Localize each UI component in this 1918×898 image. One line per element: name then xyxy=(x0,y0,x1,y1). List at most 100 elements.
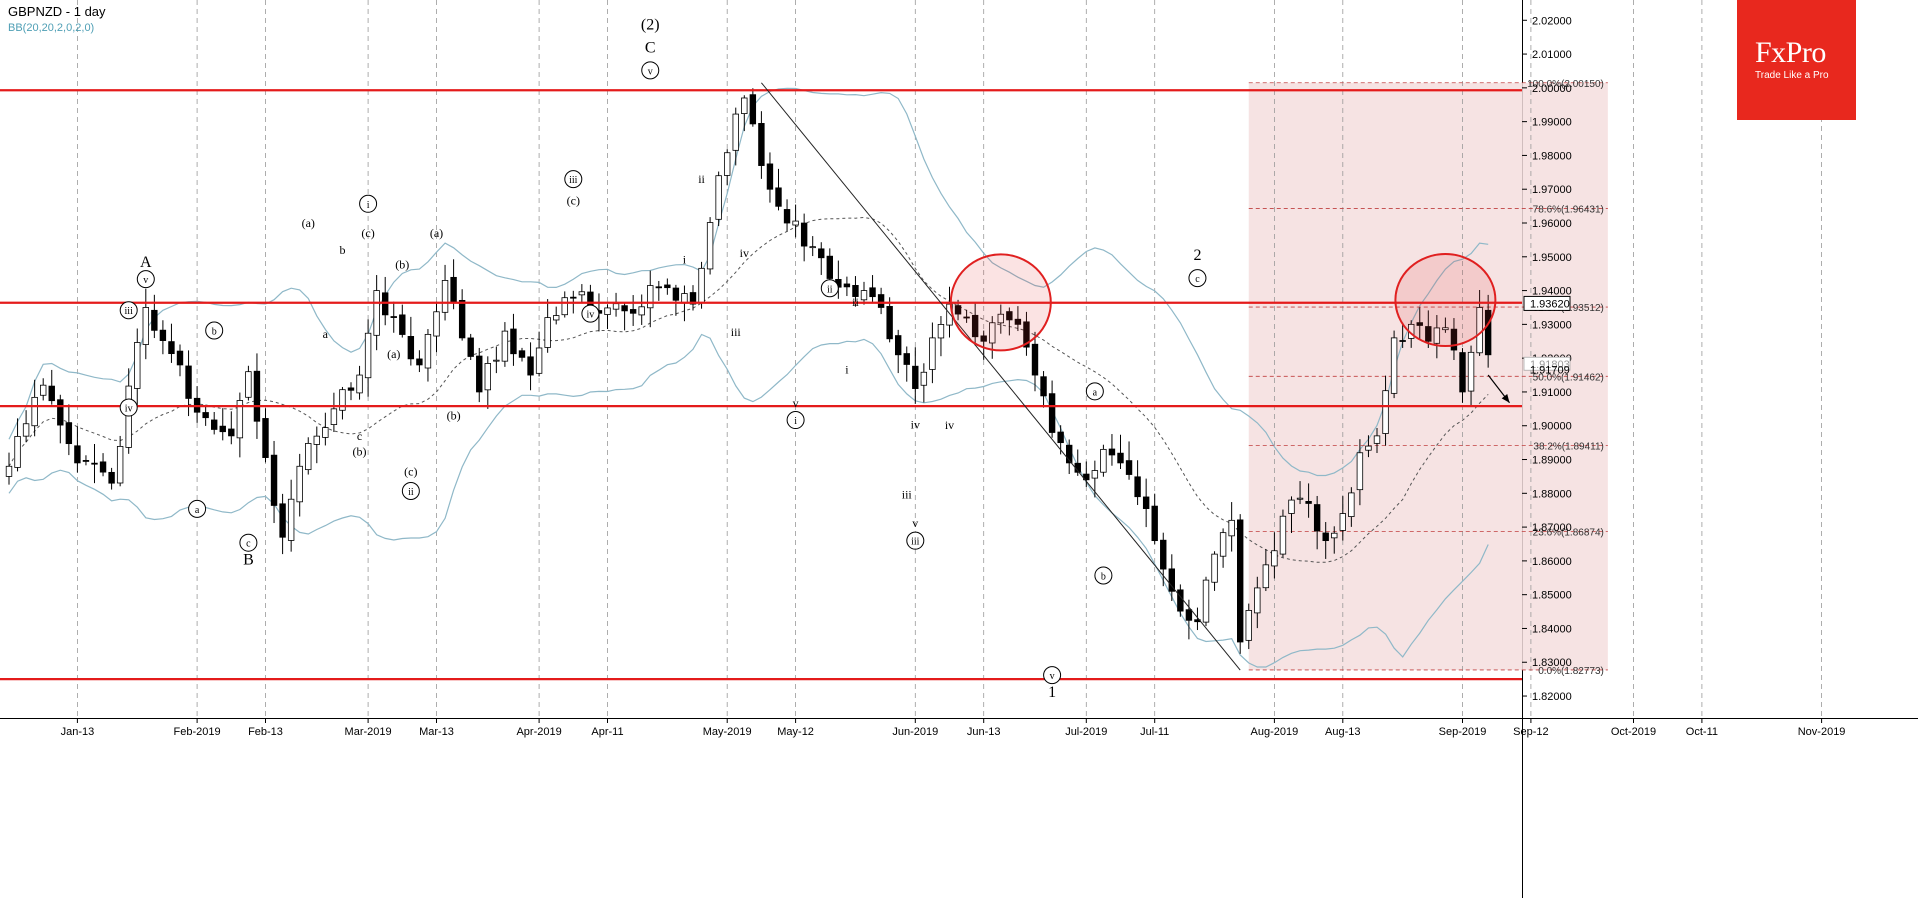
candle-body xyxy=(706,222,714,270)
candle-body xyxy=(433,311,440,337)
fib-level-label: 50.0%(1.91462) xyxy=(1533,372,1604,383)
candle-body xyxy=(1365,445,1372,451)
candle-body xyxy=(886,306,893,340)
candle-body xyxy=(792,220,799,226)
candle-body xyxy=(852,285,859,297)
candle-body xyxy=(1356,452,1364,491)
price-tick-label: 1.97000 xyxy=(1532,184,1572,196)
candle-body xyxy=(458,299,466,339)
candle-body xyxy=(14,436,21,468)
candle-body xyxy=(202,412,209,419)
price-tick-label: 1.82000 xyxy=(1532,691,1572,703)
candle-body xyxy=(5,465,13,477)
candle-body xyxy=(1117,452,1124,464)
time-tick-label: Mar-13 xyxy=(419,726,454,738)
time-tick-label: Sep-12 xyxy=(1513,726,1548,738)
wave-label: i xyxy=(367,200,370,211)
candle-body xyxy=(749,94,757,125)
candle-body xyxy=(1271,550,1278,567)
candle-body xyxy=(424,333,432,369)
time-tick-label: Jan-13 xyxy=(61,726,95,738)
fib-level-label: 23.6%(1.86874) xyxy=(1533,527,1604,538)
candle-body xyxy=(724,152,731,176)
fib-level-label: 38.2%(1.89411) xyxy=(1533,442,1603,453)
time-tick-label: Sep-2019 xyxy=(1439,726,1487,738)
candle-body xyxy=(570,296,577,299)
candle-body xyxy=(860,290,868,301)
chart-title: GBPNZD - 1 day xyxy=(8,4,106,19)
candle-body xyxy=(108,471,115,484)
candle-body xyxy=(296,465,303,503)
candle-body xyxy=(1279,515,1287,555)
candle-body xyxy=(578,291,586,296)
candle-body xyxy=(40,384,47,396)
wave-label-circle xyxy=(820,279,839,298)
wave-label: c xyxy=(1195,274,1200,285)
candle-body xyxy=(228,428,235,437)
time-axis: Jan-13 Feb-2019 Feb-13 Mar-2019 Mar-13 Apr-20… xyxy=(61,718,1845,738)
wave-label: (a) xyxy=(302,216,315,230)
wave-label: (c) xyxy=(567,193,580,207)
price-tick-label: 1.91000 xyxy=(1532,387,1572,399)
candle-body xyxy=(629,309,637,314)
candle-body xyxy=(715,175,722,220)
candle-body xyxy=(185,365,192,399)
candle-body xyxy=(262,418,269,458)
candle-body xyxy=(954,305,962,315)
candle-body xyxy=(535,347,543,374)
time-tick-label: Feb-2019 xyxy=(174,726,221,738)
candle-body xyxy=(1262,564,1270,589)
wave-label: c xyxy=(246,539,251,550)
time-tick-label: Apr-2019 xyxy=(516,726,561,738)
candle-body xyxy=(1023,321,1030,348)
candle-body xyxy=(82,460,90,462)
price-tick-label: 2.00000 xyxy=(1532,83,1572,95)
candle-body xyxy=(1459,352,1466,393)
candle-body xyxy=(1066,444,1073,464)
time-tick-label: Jun-2019 xyxy=(892,726,938,738)
wave-label: ii xyxy=(698,172,705,186)
candle-body xyxy=(219,425,226,433)
candle-body xyxy=(929,337,936,370)
candle-body xyxy=(732,113,739,151)
price-tick-label: 1.83000 xyxy=(1532,657,1572,669)
candle-body xyxy=(1254,587,1261,614)
price-tick-label: 1.93000 xyxy=(1532,319,1572,331)
wave-label: ii xyxy=(408,487,414,498)
candle-body xyxy=(510,328,517,355)
wave-label: (2) xyxy=(641,17,660,34)
wave-label: iii xyxy=(731,325,742,339)
candle-body xyxy=(903,353,910,365)
candle-body xyxy=(818,248,825,259)
candle-body xyxy=(647,285,654,309)
wave-label: v xyxy=(143,275,148,286)
candle-body xyxy=(168,341,175,355)
wave-label-circle xyxy=(1188,269,1207,288)
candle-body xyxy=(1040,376,1047,397)
candle-body xyxy=(672,287,680,301)
candle-body xyxy=(621,305,628,312)
wave-label-circle xyxy=(641,61,660,80)
key-levels xyxy=(0,89,1522,681)
wave-labels: AviiiivbacB(a)i(c)b(b)(a)a(a)c(b)(c)ii(b… xyxy=(119,17,1207,701)
candle-body xyxy=(1057,431,1064,444)
candle-body xyxy=(1382,390,1389,434)
candle-body xyxy=(1091,470,1099,479)
price-tick-label: 1.90000 xyxy=(1532,421,1572,433)
candle-body xyxy=(305,443,312,471)
candle-body xyxy=(236,400,244,439)
candle-body xyxy=(476,355,483,393)
candle-body xyxy=(253,370,261,422)
candle-body xyxy=(698,267,705,304)
candle-body xyxy=(390,316,397,318)
candle-body xyxy=(980,335,987,342)
wave-label: (b) xyxy=(395,258,409,272)
wave-label: iv xyxy=(945,418,954,432)
wave-label: b xyxy=(339,243,345,257)
candle-body xyxy=(1134,476,1141,498)
candle-body xyxy=(800,222,808,247)
candle-body xyxy=(997,313,1004,324)
candle-body xyxy=(364,332,372,379)
